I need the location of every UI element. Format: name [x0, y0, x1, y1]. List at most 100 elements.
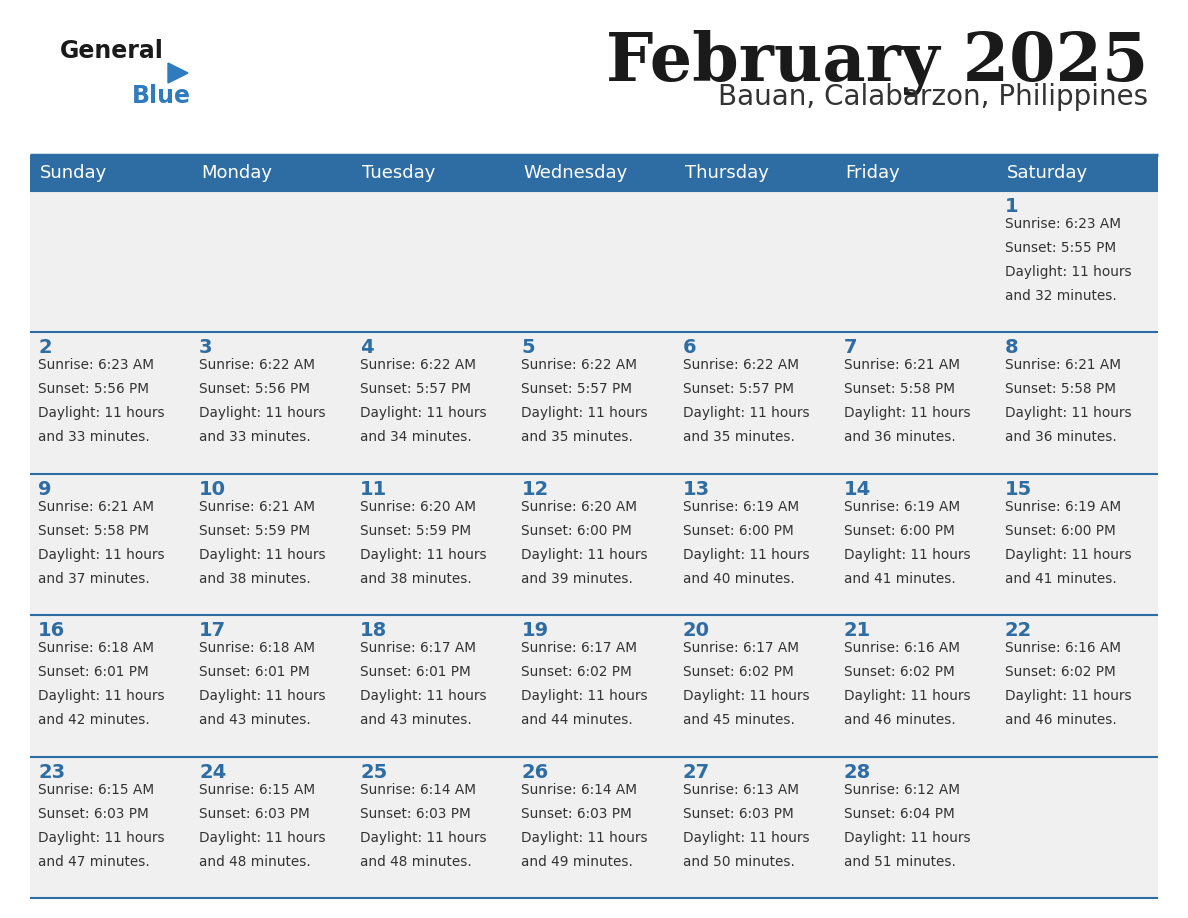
Bar	[675, 155, 835, 191]
Text: Daylight: 11 hours: Daylight: 11 hours	[683, 407, 809, 420]
Text: and 43 minutes.: and 43 minutes.	[200, 713, 311, 727]
Text: Blue: Blue	[132, 84, 191, 108]
Text: and 38 minutes.: and 38 minutes.	[360, 572, 472, 586]
Text: Daylight: 11 hours: Daylight: 11 hours	[200, 548, 326, 562]
Text: Sunrise: 6:15 AM: Sunrise: 6:15 AM	[200, 783, 315, 797]
Text: Sunset: 6:04 PM: Sunset: 6:04 PM	[843, 807, 954, 821]
Text: Friday: Friday	[846, 164, 901, 182]
Text: 28: 28	[843, 763, 871, 781]
Text: 11: 11	[360, 480, 387, 498]
Text: Daylight: 11 hours: Daylight: 11 hours	[683, 548, 809, 562]
Text: 9: 9	[38, 480, 51, 498]
Text: 23: 23	[38, 763, 65, 781]
Text: Sunset: 5:57 PM: Sunset: 5:57 PM	[683, 383, 794, 397]
Text: Sunrise: 6:14 AM: Sunrise: 6:14 AM	[522, 783, 638, 797]
Text: Sunrise: 6:16 AM: Sunrise: 6:16 AM	[843, 641, 960, 655]
Bar	[997, 155, 1158, 191]
Text: Saturday: Saturday	[1007, 164, 1088, 182]
Text: and 45 minutes.: and 45 minutes.	[683, 713, 795, 727]
Text: Daylight: 11 hours: Daylight: 11 hours	[1005, 407, 1131, 420]
Text: 12: 12	[522, 480, 549, 498]
Bar	[30, 155, 191, 191]
Text: Daylight: 11 hours: Daylight: 11 hours	[200, 831, 326, 845]
Text: 2: 2	[38, 339, 51, 357]
Text: Sunrise: 6:14 AM: Sunrise: 6:14 AM	[360, 783, 476, 797]
Text: Sunrise: 6:13 AM: Sunrise: 6:13 AM	[683, 783, 798, 797]
Text: Daylight: 11 hours: Daylight: 11 hours	[1005, 548, 1131, 562]
Text: Sunset: 5:58 PM: Sunset: 5:58 PM	[843, 383, 955, 397]
Text: 14: 14	[843, 480, 871, 498]
Text: Daylight: 11 hours: Daylight: 11 hours	[843, 407, 971, 420]
Text: Daylight: 11 hours: Daylight: 11 hours	[360, 831, 487, 845]
Text: and 36 minutes.: and 36 minutes.	[1005, 431, 1117, 444]
Text: Daylight: 11 hours: Daylight: 11 hours	[522, 548, 647, 562]
Text: 7: 7	[843, 339, 858, 357]
Text: Sunset: 6:01 PM: Sunset: 6:01 PM	[200, 666, 310, 679]
Text: Daylight: 11 hours: Daylight: 11 hours	[360, 548, 487, 562]
Text: Tuesday: Tuesday	[362, 164, 436, 182]
Text: Sunrise: 6:19 AM: Sunrise: 6:19 AM	[843, 499, 960, 514]
Text: Daylight: 11 hours: Daylight: 11 hours	[360, 689, 487, 703]
Text: Sunrise: 6:17 AM: Sunrise: 6:17 AM	[522, 641, 638, 655]
Text: 5: 5	[522, 339, 535, 357]
Bar	[30, 756, 1158, 898]
Text: Sunrise: 6:23 AM: Sunrise: 6:23 AM	[1005, 217, 1120, 231]
Text: 17: 17	[200, 621, 226, 640]
Text: and 48 minutes.: and 48 minutes.	[360, 855, 472, 868]
Text: and 33 minutes.: and 33 minutes.	[200, 431, 311, 444]
Text: Daylight: 11 hours: Daylight: 11 hours	[1005, 689, 1131, 703]
Bar	[30, 615, 1158, 756]
Polygon shape	[168, 63, 188, 83]
Text: Sunset: 5:57 PM: Sunset: 5:57 PM	[522, 383, 632, 397]
Text: and 37 minutes.: and 37 minutes.	[38, 572, 150, 586]
Text: and 47 minutes.: and 47 minutes.	[38, 855, 150, 868]
Text: Daylight: 11 hours: Daylight: 11 hours	[360, 407, 487, 420]
Text: and 41 minutes.: and 41 minutes.	[843, 572, 955, 586]
Text: Sunrise: 6:17 AM: Sunrise: 6:17 AM	[683, 641, 798, 655]
Text: Sunset: 5:58 PM: Sunset: 5:58 PM	[38, 524, 148, 538]
Text: Wednesday: Wednesday	[524, 164, 627, 182]
Text: Sunrise: 6:22 AM: Sunrise: 6:22 AM	[200, 358, 315, 373]
Text: and 44 minutes.: and 44 minutes.	[522, 713, 633, 727]
Text: Sunset: 5:59 PM: Sunset: 5:59 PM	[200, 524, 310, 538]
Text: Sunset: 6:00 PM: Sunset: 6:00 PM	[843, 524, 954, 538]
Text: Daylight: 11 hours: Daylight: 11 hours	[38, 548, 165, 562]
Text: and 49 minutes.: and 49 minutes.	[522, 855, 633, 868]
Text: and 48 minutes.: and 48 minutes.	[200, 855, 311, 868]
Text: 13: 13	[683, 480, 709, 498]
Text: 18: 18	[360, 621, 387, 640]
Text: 3: 3	[200, 339, 213, 357]
Text: Daylight: 11 hours: Daylight: 11 hours	[843, 548, 971, 562]
Bar	[513, 155, 675, 191]
Text: Sunset: 5:59 PM: Sunset: 5:59 PM	[360, 524, 472, 538]
Text: 4: 4	[360, 339, 374, 357]
Text: and 51 minutes.: and 51 minutes.	[843, 855, 955, 868]
Text: Daylight: 11 hours: Daylight: 11 hours	[200, 407, 326, 420]
Text: and 33 minutes.: and 33 minutes.	[38, 431, 150, 444]
Bar	[30, 474, 1158, 615]
Text: and 35 minutes.: and 35 minutes.	[683, 431, 795, 444]
Text: Sunrise: 6:16 AM: Sunrise: 6:16 AM	[1005, 641, 1120, 655]
Text: Sunrise: 6:19 AM: Sunrise: 6:19 AM	[683, 499, 798, 514]
Text: and 35 minutes.: and 35 minutes.	[522, 431, 633, 444]
Text: Daylight: 11 hours: Daylight: 11 hours	[683, 689, 809, 703]
Text: Sunset: 6:03 PM: Sunset: 6:03 PM	[360, 807, 470, 821]
Text: Sunset: 6:02 PM: Sunset: 6:02 PM	[1005, 666, 1116, 679]
Text: Sunset: 6:01 PM: Sunset: 6:01 PM	[360, 666, 470, 679]
Text: Daylight: 11 hours: Daylight: 11 hours	[843, 689, 971, 703]
Text: and 40 minutes.: and 40 minutes.	[683, 572, 795, 586]
Text: Sunset: 5:55 PM: Sunset: 5:55 PM	[1005, 241, 1116, 255]
Text: Sunset: 6:01 PM: Sunset: 6:01 PM	[38, 666, 148, 679]
Text: and 32 minutes.: and 32 minutes.	[1005, 289, 1117, 303]
Text: Daylight: 11 hours: Daylight: 11 hours	[522, 831, 647, 845]
Text: 20: 20	[683, 621, 709, 640]
Text: Bauan, Calabarzon, Philippines: Bauan, Calabarzon, Philippines	[718, 83, 1148, 111]
Text: 16: 16	[38, 621, 65, 640]
Bar	[191, 155, 353, 191]
Text: 19: 19	[522, 621, 549, 640]
Text: Sunrise: 6:18 AM: Sunrise: 6:18 AM	[200, 641, 315, 655]
Bar	[30, 332, 1158, 474]
Text: Daylight: 11 hours: Daylight: 11 hours	[522, 689, 647, 703]
Text: and 42 minutes.: and 42 minutes.	[38, 713, 150, 727]
Text: Sunset: 5:57 PM: Sunset: 5:57 PM	[360, 383, 472, 397]
